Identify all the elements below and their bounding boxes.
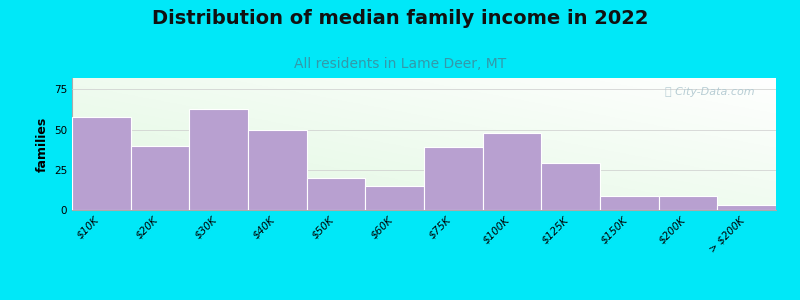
Text: Distribution of median family income in 2022: Distribution of median family income in …	[152, 9, 648, 28]
Bar	[658, 196, 718, 210]
Bar	[718, 205, 776, 210]
Bar	[306, 178, 366, 210]
Bar	[600, 196, 658, 210]
Bar	[482, 133, 542, 210]
Bar	[248, 130, 306, 210]
Bar	[542, 163, 600, 210]
Bar	[190, 109, 248, 210]
Bar	[130, 146, 190, 210]
Text: ⓘ City-Data.com: ⓘ City-Data.com	[666, 87, 755, 97]
Bar	[424, 147, 482, 210]
Bar	[72, 117, 130, 210]
Bar	[366, 186, 424, 210]
Text: All residents in Lame Deer, MT: All residents in Lame Deer, MT	[294, 57, 506, 71]
Y-axis label: families: families	[35, 116, 48, 172]
